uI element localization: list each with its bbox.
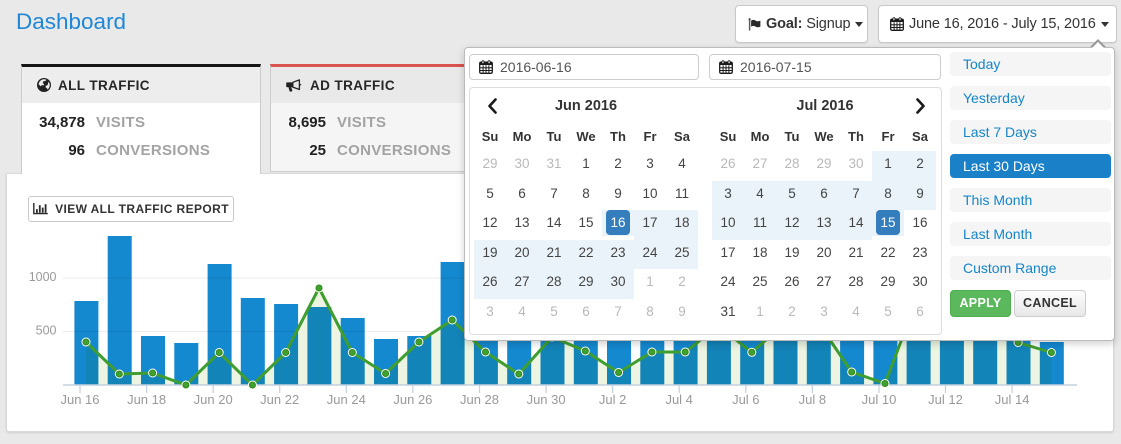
svg-text:Jul 6: Jul 6 <box>732 392 759 407</box>
svg-text:Jul 4: Jul 4 <box>665 392 692 407</box>
svg-text:Jul 14: Jul 14 <box>995 392 1030 407</box>
svg-text:Jun 18: Jun 18 <box>127 392 166 407</box>
svg-text:Jul 10: Jul 10 <box>862 392 897 407</box>
svg-text:Jul 8: Jul 8 <box>799 392 826 407</box>
svg-text:Jun 16: Jun 16 <box>60 392 99 407</box>
svg-text:Jun 22: Jun 22 <box>260 392 299 407</box>
svg-text:Jul 12: Jul 12 <box>928 392 963 407</box>
svg-text:Jun 30: Jun 30 <box>527 392 566 407</box>
svg-text:Jun 26: Jun 26 <box>393 392 432 407</box>
svg-text:500: 500 <box>36 324 57 338</box>
svg-text:Jul 2: Jul 2 <box>599 392 626 407</box>
svg-text:Jun 28: Jun 28 <box>460 392 499 407</box>
svg-text:Jun 24: Jun 24 <box>327 392 366 407</box>
svg-text:Jun 20: Jun 20 <box>194 392 233 407</box>
svg-text:1000: 1000 <box>29 270 57 284</box>
